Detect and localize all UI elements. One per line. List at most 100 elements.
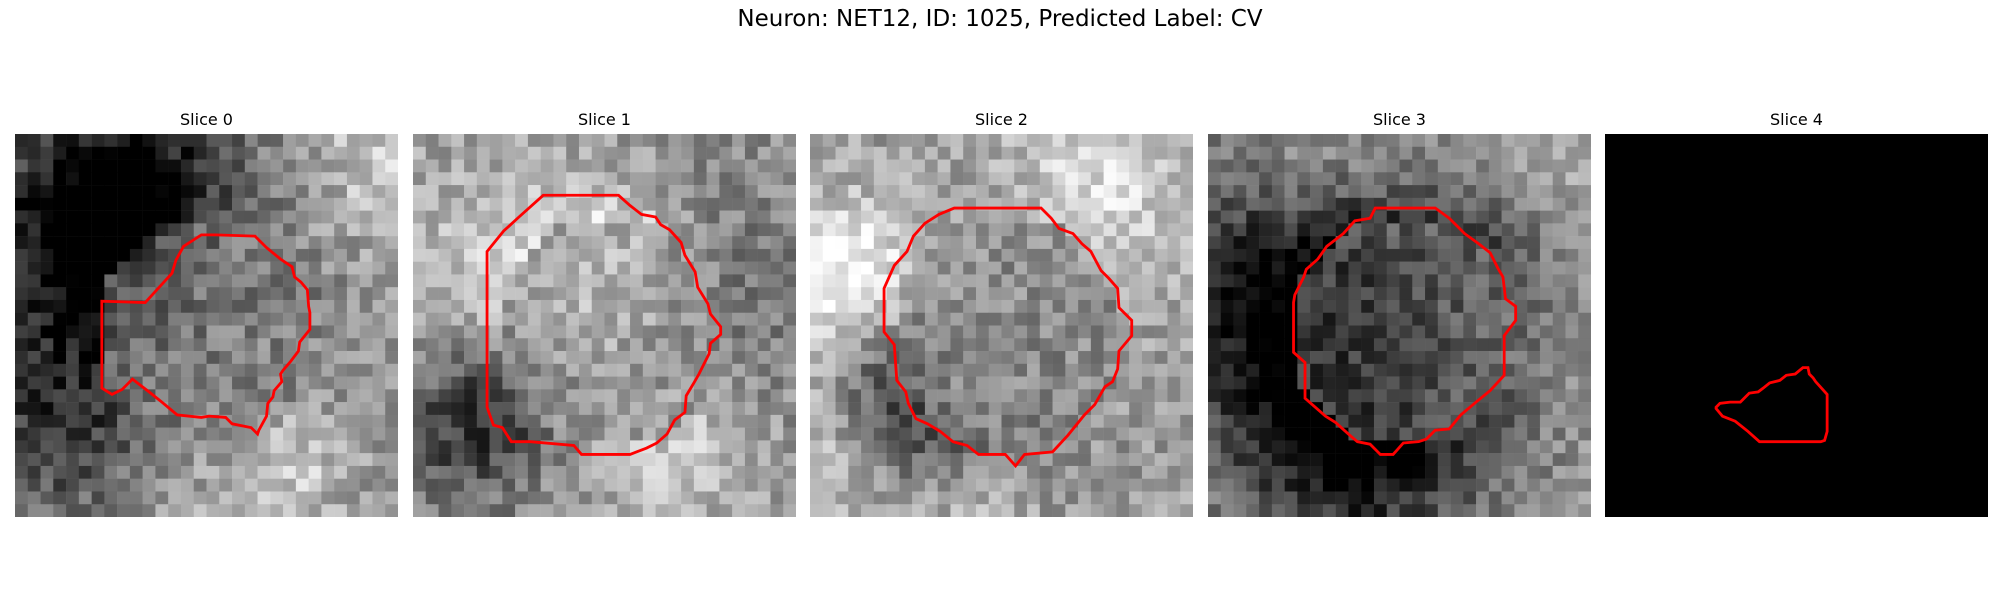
pixel (886, 453, 900, 467)
pixel (464, 453, 478, 467)
pixel (1180, 440, 1193, 454)
slice-3-grayscale-image (1208, 134, 1591, 517)
pixel (346, 363, 360, 377)
pixel (334, 440, 348, 454)
pixel (1116, 146, 1130, 160)
pixel (464, 414, 478, 428)
pixel (861, 504, 875, 517)
pixel (591, 338, 605, 352)
pixel (1488, 389, 1502, 403)
pixel (1014, 351, 1028, 365)
pixel (180, 478, 194, 492)
pixel (810, 465, 824, 479)
pixel (822, 185, 836, 199)
pixel (1259, 325, 1273, 339)
pixel (706, 197, 720, 211)
pixel (1065, 478, 1079, 492)
pixel (232, 491, 246, 505)
pixel (104, 376, 118, 390)
pixel (937, 389, 951, 403)
pixel (924, 236, 938, 250)
pixel (604, 299, 618, 313)
pixel (1180, 325, 1193, 339)
pixel (232, 248, 246, 262)
pixel (425, 134, 439, 148)
pixel (438, 440, 452, 454)
pixel (757, 274, 771, 288)
pixel (66, 197, 80, 211)
pixel (244, 197, 258, 211)
pixel (1539, 172, 1553, 186)
pixel (810, 453, 824, 467)
pixel (681, 453, 695, 467)
pixel (129, 440, 143, 454)
pixel (1565, 338, 1579, 352)
pixel (642, 491, 656, 505)
pixel (283, 414, 297, 428)
pixel (219, 427, 233, 441)
pixel (104, 402, 118, 416)
pixel (346, 274, 360, 288)
pixel (1578, 261, 1591, 275)
pixel (1154, 172, 1168, 186)
pixel (1116, 172, 1130, 186)
pixel (950, 376, 964, 390)
pixel (1014, 172, 1028, 186)
pixel (413, 504, 427, 517)
pixel (129, 210, 143, 224)
pixel (1065, 402, 1079, 416)
pixel (873, 274, 887, 288)
pixel (1412, 351, 1426, 365)
pixel (78, 197, 92, 211)
pixel (912, 440, 926, 454)
pixel (244, 134, 258, 148)
pixel (1103, 440, 1117, 454)
pixel (489, 338, 503, 352)
pixel (40, 389, 54, 403)
pixel (835, 185, 849, 199)
pixel (129, 312, 143, 326)
pixel (1476, 287, 1490, 301)
pixel (515, 389, 529, 403)
pixel (464, 351, 478, 365)
pixel (1284, 159, 1298, 173)
pixel (630, 351, 644, 365)
pixel (464, 172, 478, 186)
pixel (270, 312, 284, 326)
pixel (988, 185, 1002, 199)
pixel (308, 427, 322, 441)
pixel (540, 478, 554, 492)
pixel (1539, 134, 1553, 148)
pixel (1578, 248, 1591, 262)
pixel (924, 325, 938, 339)
pixel (1463, 478, 1477, 492)
pixel (1259, 453, 1273, 467)
pixel (1476, 223, 1490, 237)
pixel (1361, 414, 1375, 428)
pixel (438, 427, 452, 441)
pixel (1220, 440, 1234, 454)
pixel (1129, 274, 1143, 288)
pixel (873, 376, 887, 390)
pixel (438, 376, 452, 390)
pixel (1039, 427, 1053, 441)
pixel (937, 338, 951, 352)
pixel (129, 159, 143, 173)
pixel (617, 223, 631, 237)
pixel (66, 453, 80, 467)
pixel (413, 491, 427, 505)
pixel (1361, 363, 1375, 377)
pixel (681, 287, 695, 301)
pixel (142, 427, 156, 441)
pixel (861, 248, 875, 262)
pixel (835, 478, 849, 492)
pixel (372, 210, 386, 224)
pixel (975, 504, 989, 517)
pixel (578, 172, 592, 186)
pixel (1039, 172, 1053, 186)
pixel (873, 261, 887, 275)
pixel (425, 185, 439, 199)
pixel (66, 159, 80, 173)
pixel (744, 172, 758, 186)
pixel (1552, 312, 1566, 326)
